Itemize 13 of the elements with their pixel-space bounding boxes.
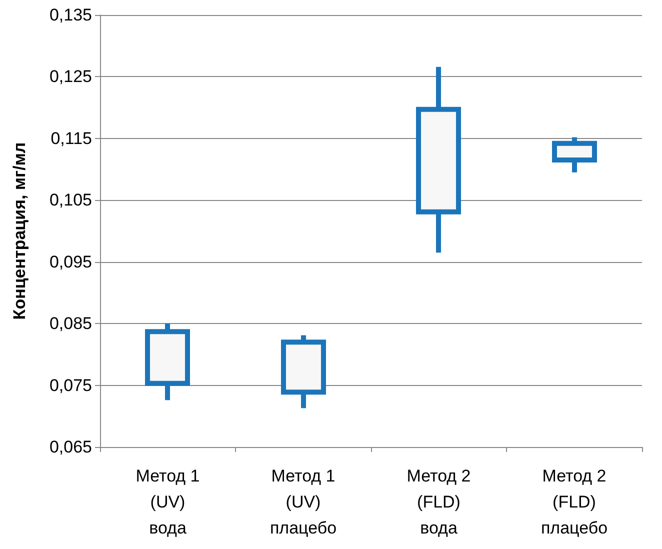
x-tick-label: Метод 1 (UV) плацебо bbox=[270, 466, 337, 538]
y-tick-label: 0,075 bbox=[49, 376, 92, 395]
x-tick-label: Метод 1 (UV) вода bbox=[136, 466, 200, 538]
y-tick-label: 0,135 bbox=[49, 6, 92, 24]
x-tick-label: Метод 2 (FLD) плацебо bbox=[540, 466, 608, 538]
y-tick-label: 0,115 bbox=[50, 128, 92, 148]
y-tick-label: 0,095 bbox=[49, 252, 92, 272]
y-tick-label: 0,085 bbox=[49, 314, 92, 334]
y-axis-title: Концентрация, мг/мл bbox=[10, 142, 29, 320]
y-tick-label: 0,125 bbox=[49, 67, 92, 86]
x-tick-label: Метод 2 (FLD) вода bbox=[406, 466, 471, 538]
y-tick-label: 0,065 bbox=[49, 438, 92, 456]
y-tick-label: 0,105 bbox=[49, 190, 92, 210]
